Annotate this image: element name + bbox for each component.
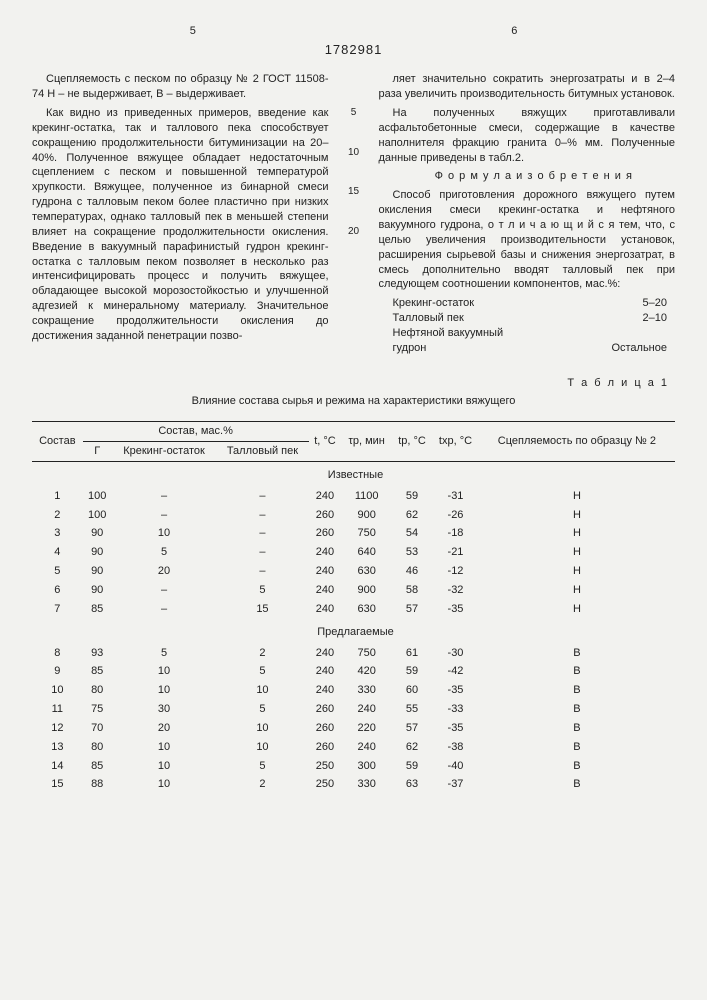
table-row: 1080101024033060-35В [32, 681, 675, 700]
table-caption: Влияние состава сырья и режима на характ… [32, 394, 675, 409]
right-p1: ляет значительно сократить энергозатраты… [379, 72, 676, 102]
group-row: Известные [32, 461, 675, 486]
table-row: 785–1524063057-35Н [32, 600, 675, 619]
th-sostav: Состав [32, 422, 83, 462]
th-tall: Талловый пек [216, 442, 308, 462]
table-row: 2100––26090062-26Н [32, 506, 675, 525]
table-body: Известные1100––240110059-31Н2100––260900… [32, 461, 675, 794]
table-row: 1100––240110059-31Н [32, 487, 675, 506]
left-p2: Как видно из приведенных примеров, введе… [32, 106, 329, 344]
th-txr: tхр, °C [432, 422, 479, 462]
line-numbers: 5 10 15 20 [347, 72, 361, 355]
document-number: 1782981 [32, 41, 675, 59]
data-table: Состав Состав, мас.% t, °C τр, мин tр, °… [32, 421, 675, 794]
th-t: t, °C [309, 422, 342, 462]
table-row: 8935224075061-30В [32, 644, 675, 663]
table-row: 39010–26075054-18Н [32, 524, 675, 543]
left-column: Сцепляемость с песком по образцу № 2 ГОС… [32, 72, 329, 355]
th-composition: Состав, мас.% [83, 422, 309, 442]
th-adhesion: Сцепляемость по образцу № 2 [479, 422, 675, 462]
table-row: 690–524090058-32Н [32, 581, 675, 600]
th-kreking: Крекинг-остаток [112, 442, 217, 462]
th-tp: tр, °C [392, 422, 432, 462]
table-number: Т а б л и ц а 1 [32, 376, 669, 391]
group-row: Предлагаемые [32, 619, 675, 644]
two-column-text: Сцепляемость с песком по образцу № 2 ГОС… [32, 72, 675, 355]
page-left: 5 [32, 24, 354, 39]
table-row: 1270201026022057-35В [32, 719, 675, 738]
table-row: 1380101026024062-38В [32, 738, 675, 757]
table-row: 117530526024055-33В [32, 700, 675, 719]
right-p3: Способ приготовления дорожного вяжущего … [379, 188, 676, 292]
table-row: 59020–24063046-12Н [32, 562, 675, 581]
formula-title: Ф о р м у л а и з о б р е т е н и я [379, 169, 676, 184]
table-row: 148510525030059-40В [32, 757, 675, 776]
table-row: 98510524042059-42В [32, 662, 675, 681]
right-p2: На полученных вяжущих приготавливали асф… [379, 106, 676, 165]
table-row: 158810225033063-37В [32, 775, 675, 794]
table-row: 4905–24064053-21Н [32, 543, 675, 562]
ratio-list: Крекинг-остаток5–20 Талловый пек2–10 Неф… [393, 296, 676, 355]
th-g: Г [83, 442, 112, 462]
th-tau: τр, мин [341, 422, 392, 462]
left-p1: Сцепляемость с песком по образцу № 2 ГОС… [32, 72, 329, 102]
page-right: 6 [354, 24, 676, 39]
page-numbers: 5 6 [32, 24, 675, 39]
right-column: ляет значительно сократить энергозатраты… [379, 72, 676, 355]
